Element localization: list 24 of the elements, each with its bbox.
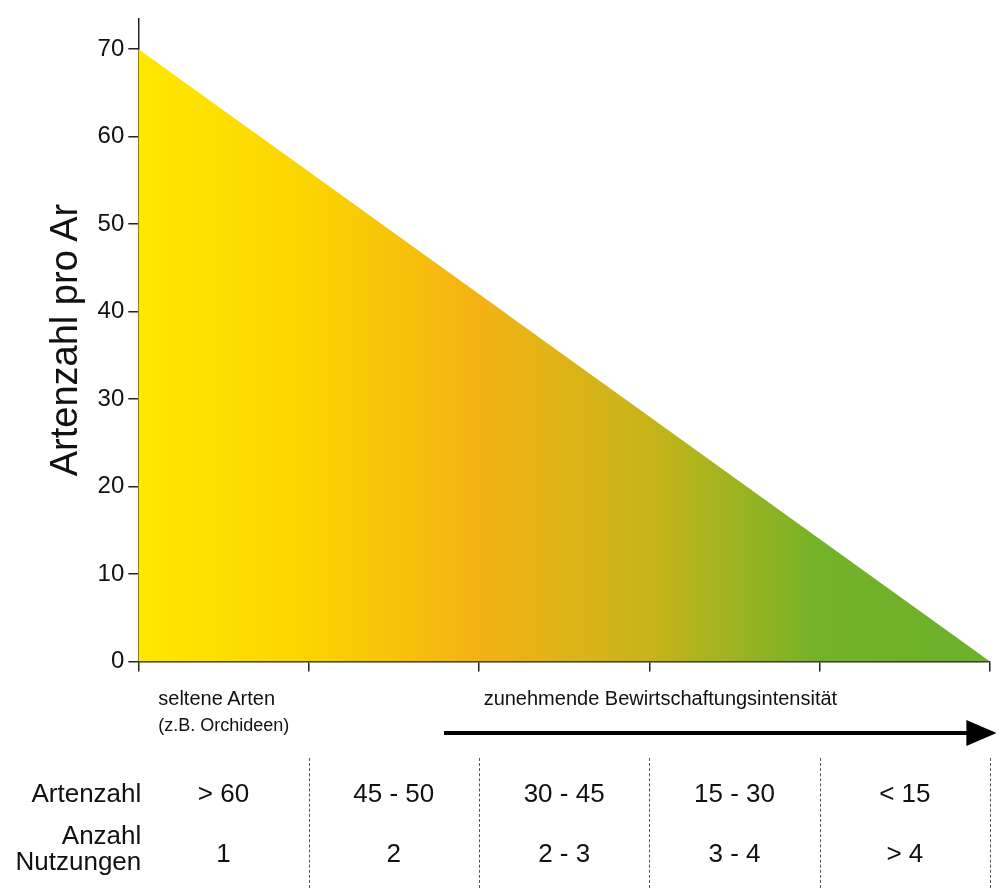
- y-axis-title: Artenzahl pro Ar: [43, 203, 86, 477]
- text: 45 - 50: [353, 778, 435, 808]
- y-tick-label: 70: [97, 33, 125, 61]
- y-tick-label: 40: [97, 296, 125, 324]
- text: Anzahl Nutzungen: [14, 820, 142, 876]
- text: 3 - 4: [708, 838, 761, 868]
- y-tick-label: 20: [97, 471, 125, 499]
- text: 2: [386, 838, 402, 868]
- text: > 4: [886, 838, 924, 868]
- text: 15 - 30: [694, 778, 775, 808]
- text: seltene Arten: [158, 687, 276, 709]
- y-tick-label: 60: [97, 121, 125, 149]
- text: 2 - 3: [538, 838, 591, 868]
- text: < 15: [879, 778, 931, 808]
- y-tick-label: 50: [97, 208, 125, 236]
- y-tick-label: 0: [110, 646, 125, 674]
- y-tick-label: 30: [97, 383, 125, 411]
- y-tick-label: 10: [97, 558, 125, 586]
- text: > 60: [197, 778, 250, 808]
- text: Artenzahl: [31, 778, 142, 808]
- text: (z.B. Orchideen): [158, 715, 290, 735]
- text: zunehmende Bewirtschaftungsintensität: [483, 687, 838, 709]
- text: 30 - 45: [523, 778, 605, 808]
- text: 1: [216, 838, 231, 868]
